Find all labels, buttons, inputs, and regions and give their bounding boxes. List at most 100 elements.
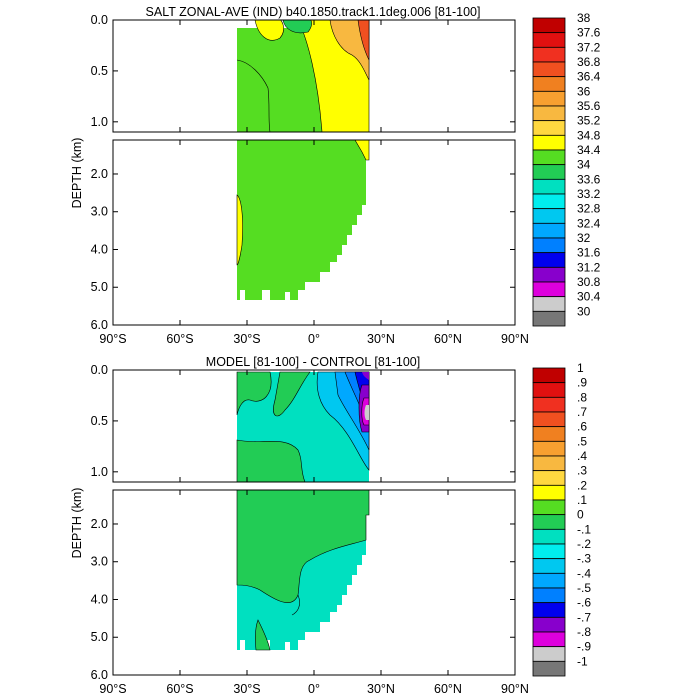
salt-colorbar-swatch (532, 90, 566, 107)
salt-x-ticks: 90°S 60°S 30°S 0° 30°N 60°N 90°N (99, 20, 529, 346)
salt-colorbar-swatch (532, 149, 566, 166)
salt-colorbar-swatch (532, 266, 566, 283)
salt-colorbar-label: 35.6 (577, 99, 601, 113)
diff-colorbar-label: .1 (577, 493, 587, 507)
diff-colorbar-label: .4 (577, 449, 587, 463)
diff-colorbar-label: .2 (577, 478, 587, 492)
salt-colorbar-label: 36 (577, 84, 591, 98)
diff-colorbar-swatch (532, 528, 566, 545)
salt-colorbar-swatch (532, 178, 566, 195)
salt-colorbar-swatch (532, 193, 566, 210)
diff-colorbar-swatch (532, 411, 566, 428)
diff-colorbar-label: -.8 (577, 625, 591, 639)
diff-colorbar-swatch (532, 367, 566, 384)
diff-x-ticks: 90°S 60°S 30°S 0° 30°N 60°N 90°N (99, 370, 529, 696)
salt-colorbar-label: 32 (577, 231, 591, 245)
salt-colorbar-label: 36.4 (577, 70, 601, 84)
diff-upper-grey (364, 405, 369, 420)
salt-colorbar-label: 31.6 (577, 246, 601, 260)
salt-colorbar-swatch (532, 222, 566, 239)
salt-colorbar-label: 35.2 (577, 114, 601, 128)
salt-colorbar: 3837.637.236.836.43635.635.234.834.43433… (532, 11, 601, 327)
diff-y-tick-label: 0.0 (91, 363, 108, 377)
salt-colorbar-label: 30 (577, 304, 591, 318)
diff-colorbar-label: -.1 (577, 522, 591, 536)
salt-upper-yellow-top (254, 19, 284, 41)
panel-diff-title: MODEL [81-100] - CONTROL [81-100] (206, 355, 420, 369)
salt-colorbar-label: 34.8 (577, 128, 601, 142)
salt-upper-contour (236, 59, 271, 133)
diff-colorbar-label: .3 (577, 464, 587, 478)
salt-colorbar-swatch (532, 17, 566, 34)
salt-colorbar-label: 33.2 (577, 187, 601, 201)
diff-colorbar-swatch (532, 440, 566, 457)
salt-y-tick-label: 2.0 (91, 167, 108, 181)
salt-upper-cyan-patch (282, 19, 312, 34)
diff-colorbar: 1.9.8.7.6.5.4.3.2.10-.1-.2-.3-.4-.5-.6-.… (532, 361, 591, 677)
salt-colorbar-label: 32.8 (577, 202, 601, 216)
salt-colorbar-swatch (532, 32, 566, 48)
diff-x-tick-label: 30°S (233, 682, 260, 696)
diff-colorbar-swatch (532, 660, 566, 677)
diff-x-tick-label: 0° (308, 682, 320, 696)
panel-diff: MODEL [81-100] - CONTROL [81-100] D (70, 355, 591, 696)
diff-x-tick-label: 90°N (501, 682, 529, 696)
salt-lower-yellow-deep (236, 194, 243, 266)
salt-colorbar-swatch (532, 237, 566, 254)
salt-colorbar-label: 33.6 (577, 172, 601, 186)
salt-upper-field (236, 19, 370, 133)
diff-y-tick-label: 4.0 (91, 592, 108, 606)
diff-y-ticks: 0.0 0.5 1.0 2.0 3.0 4.0 5.0 6.0 (91, 363, 515, 682)
salt-y-tick-label: 0.0 (91, 13, 108, 27)
diff-colorbar-label: .5 (577, 434, 587, 448)
diff-x-tick-label: 30°N (367, 682, 395, 696)
salt-colorbar-label: 38 (577, 11, 591, 25)
diff-colorbar-swatch (532, 484, 566, 501)
salt-upper-orange-region (329, 19, 370, 81)
diff-y-tick-label: 5.0 (91, 630, 108, 644)
salt-colorbar-swatch (532, 120, 566, 136)
salt-y-tick-label: 1.0 (91, 115, 108, 129)
diff-colorbar-label: -.3 (577, 552, 591, 566)
diff-colorbar-label: -.9 (577, 640, 591, 654)
diff-colorbar-label: .9 (577, 376, 587, 390)
panel-salt: SALT ZONAL-AVE (IND) b40.1850.track1.1de… (70, 5, 601, 346)
salt-lower-field (236, 139, 370, 300)
salt-colorbar-label: 34.4 (577, 143, 601, 157)
salt-x-tick-label: 0° (308, 332, 320, 346)
diff-x-tick-label: 60°N (434, 682, 462, 696)
salt-colorbar-label: 34 (577, 158, 591, 172)
salt-colorbar-label: 30.8 (577, 275, 601, 289)
diff-y-axis-label: DEPTH (km) (70, 488, 84, 559)
salt-colorbar-swatch (532, 76, 566, 92)
salt-colorbar-label: 30.4 (577, 290, 601, 304)
diff-colorbar-swatch (532, 631, 566, 648)
salt-x-tick-label: 30°N (367, 332, 395, 346)
diff-colorbar-label: 0 (577, 508, 584, 522)
diff-colorbar-swatch (532, 587, 566, 604)
salt-colorbar-swatch (532, 134, 566, 151)
salt-colorbar-label: 32.4 (577, 216, 601, 230)
salt-colorbar-label: 36.8 (577, 55, 601, 69)
diff-colorbar-label: .7 (577, 405, 587, 419)
diff-colorbar-label: -.5 (577, 581, 591, 595)
diff-x-tick-label: 60°S (166, 682, 193, 696)
diff-colorbar-swatch (532, 514, 566, 530)
diff-colorbar-swatch (532, 543, 566, 560)
diff-lower-green (236, 489, 370, 603)
diff-colorbar-swatch (532, 602, 566, 618)
salt-x-tick-label: 30°S (233, 332, 260, 346)
salt-colorbar-label: 37.6 (577, 26, 601, 40)
salt-x-tick-label: 60°N (434, 332, 462, 346)
salt-lower-green (237, 140, 369, 300)
diff-colorbar-swatch (532, 558, 566, 574)
salt-x-tick-label: 90°S (99, 332, 126, 346)
salt-y-tick-label: 6.0 (91, 318, 108, 332)
salt-colorbar-swatch (532, 46, 566, 63)
diff-y-tick-label: 1.0 (91, 465, 108, 479)
diff-lower-field (236, 489, 370, 651)
salt-colorbar-swatch (532, 252, 566, 268)
salt-upper-hot-region (357, 19, 370, 61)
diff-colorbar-swatch (532, 470, 566, 486)
